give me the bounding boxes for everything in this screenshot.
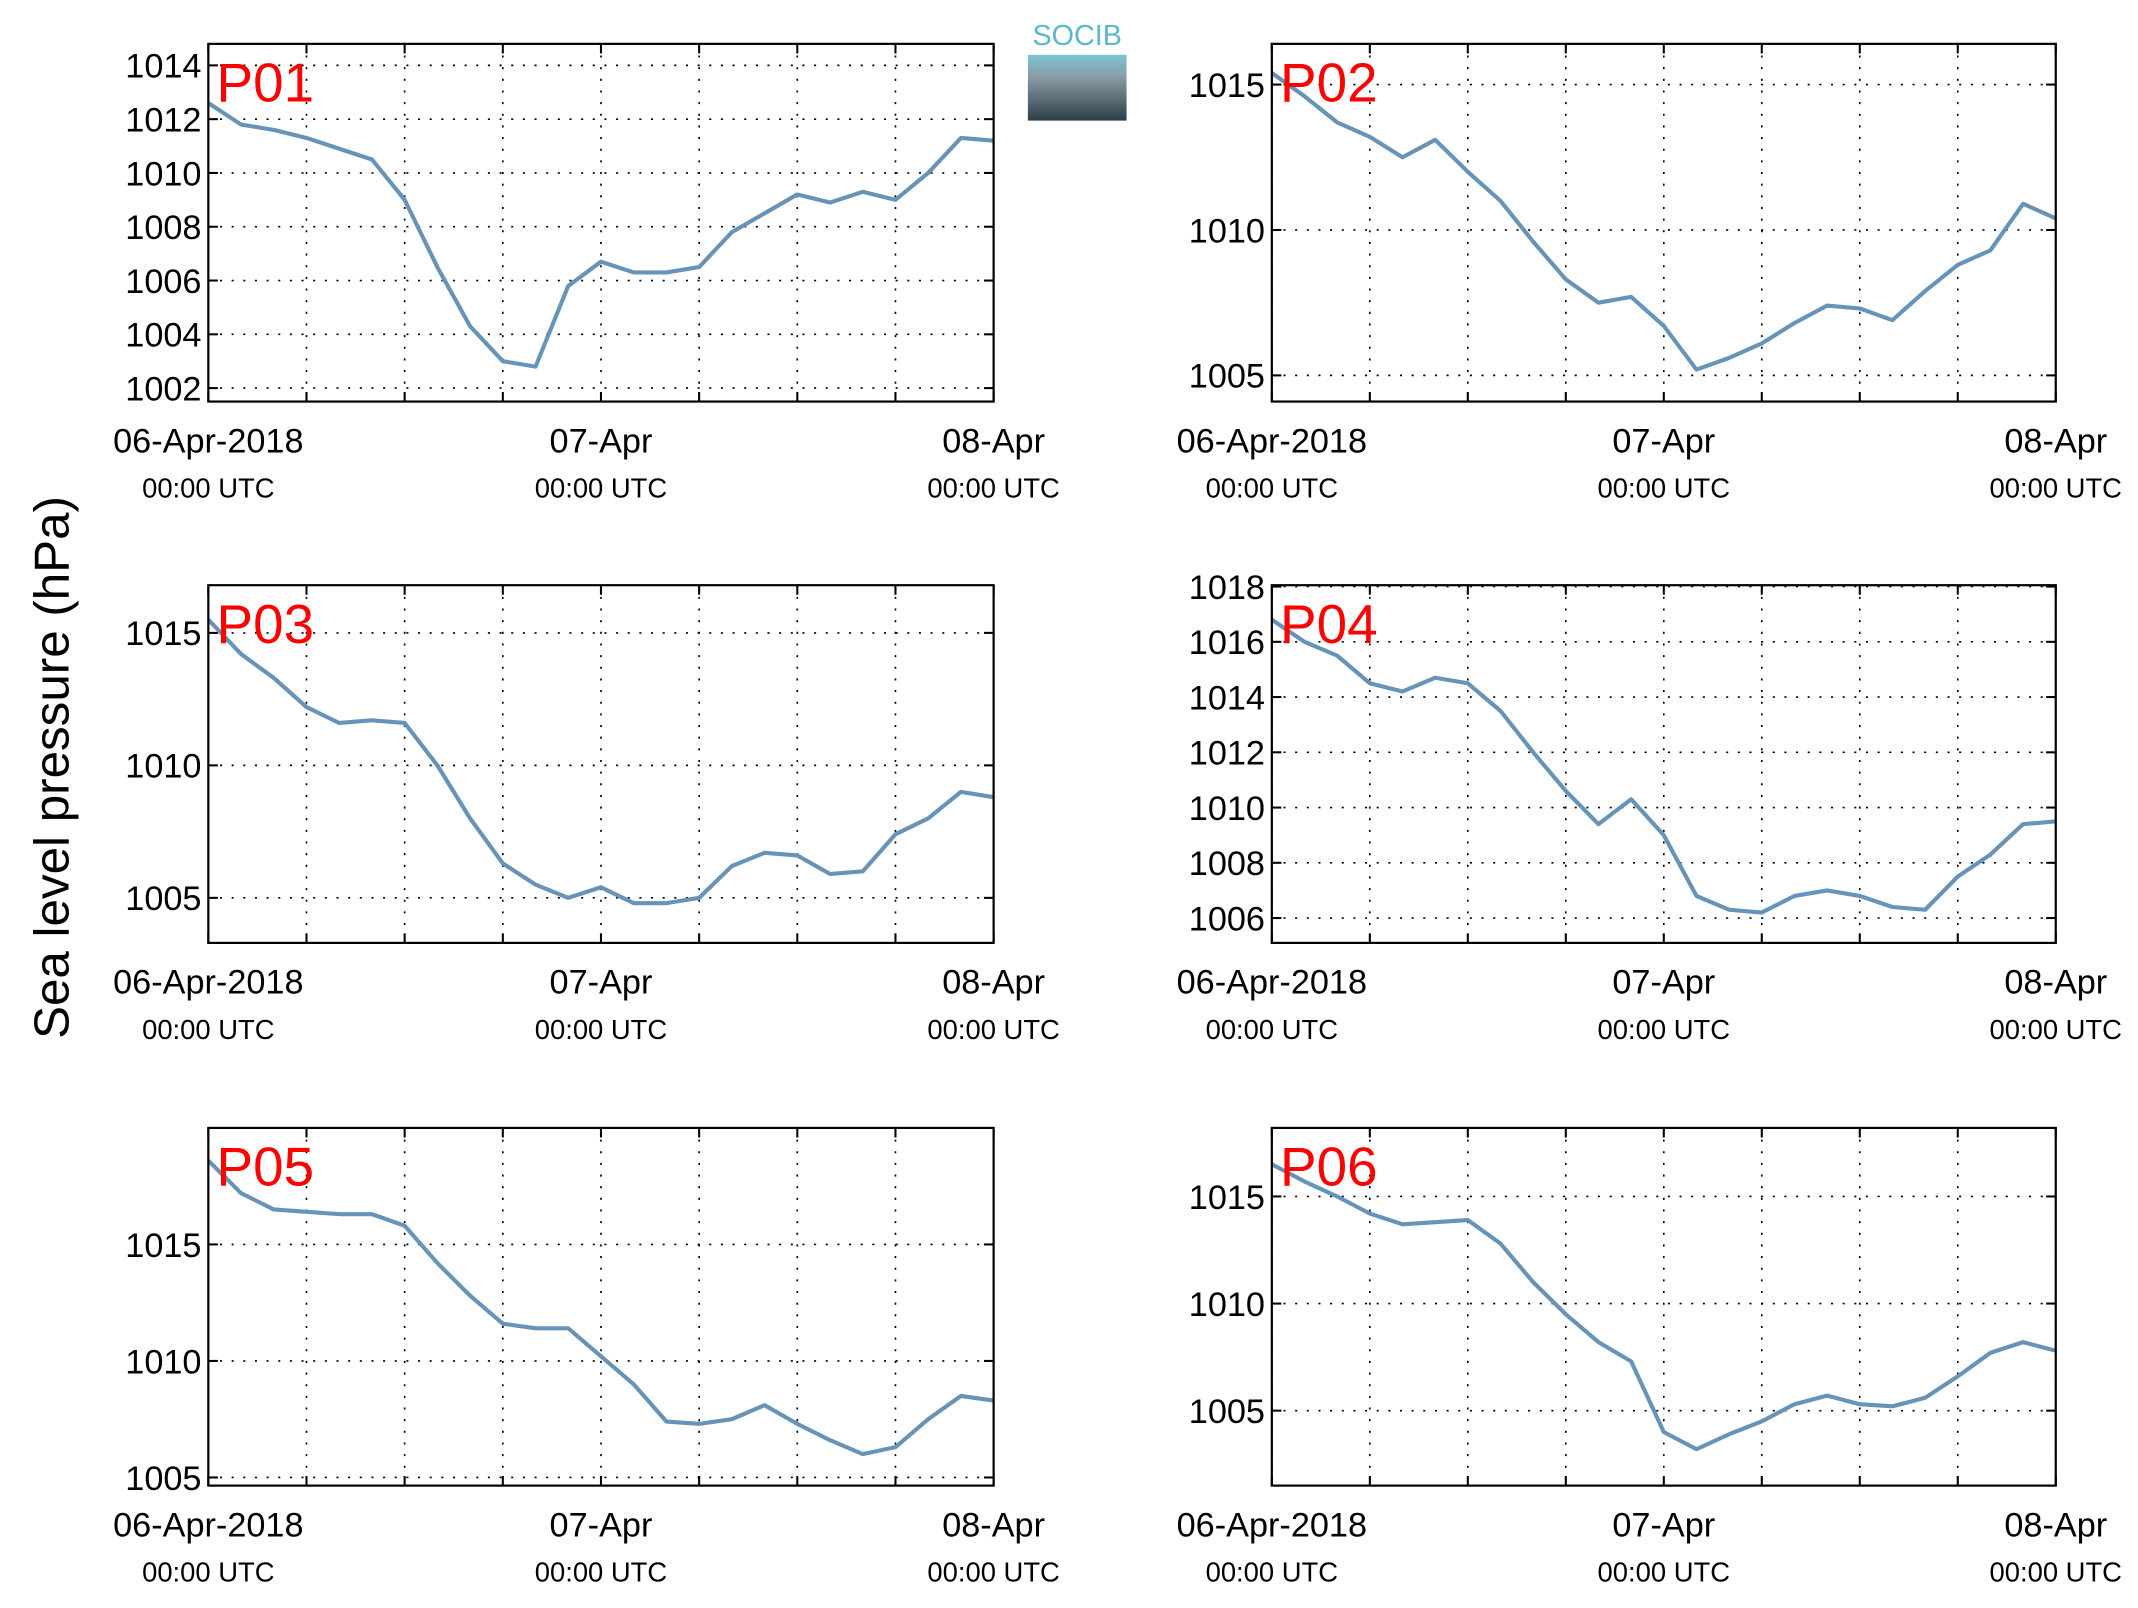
- panel-label: P04: [1280, 593, 1378, 655]
- y-tick-label: 1005: [125, 1460, 201, 1498]
- y-tick-label: 1016: [1189, 624, 1265, 662]
- x-tick-sublabel: 00:00 UTC: [1990, 1557, 2122, 1588]
- x-tick-label: 08-Apr: [942, 964, 1045, 1002]
- x-tick-label: 06-Apr-2018: [113, 1506, 303, 1544]
- x-tick-sublabel: 00:00 UTC: [927, 472, 1059, 503]
- y-tick-label: 1018: [1189, 569, 1265, 607]
- x-tick-sublabel: 00:00 UTC: [1598, 1014, 1730, 1045]
- plot-frame: [207, 1126, 995, 1487]
- panel-label: P03: [217, 593, 315, 655]
- y-tick-label: 1006: [125, 263, 201, 301]
- panel-label: P06: [1280, 1135, 1378, 1197]
- y-tick-label: 1014: [125, 48, 201, 86]
- y-tick-label: 1004: [125, 317, 201, 355]
- y-tick-label: 1010: [125, 1343, 201, 1381]
- x-tick-label: 07-Apr: [550, 964, 653, 1002]
- x-tick-label: 08-Apr: [2004, 964, 2107, 1002]
- y-tick-label: 1008: [125, 209, 201, 247]
- y-tick-label: 1010: [125, 748, 201, 786]
- x-tick-sublabel: 00:00 UTC: [927, 1014, 1059, 1045]
- x-tick-label: 08-Apr: [942, 1506, 1045, 1544]
- x-tick-sublabel: 00:00 UTC: [927, 1557, 1059, 1588]
- x-tick-label: 06-Apr-2018: [1177, 422, 1367, 460]
- panel-label: P05: [217, 1135, 315, 1197]
- x-tick-label: 07-Apr: [1612, 1506, 1715, 1544]
- y-tick-label: 1012: [125, 101, 201, 139]
- x-tick-label: 07-Apr: [1612, 422, 1715, 460]
- x-tick-label: 06-Apr-2018: [1177, 1506, 1367, 1544]
- logo-text: SOCIB: [1032, 20, 1122, 52]
- x-tick-label: 07-Apr: [550, 422, 653, 460]
- x-tick-sublabel: 00:00 UTC: [142, 1014, 274, 1045]
- y-tick-label: 1008: [1189, 845, 1265, 883]
- data-line: [207, 101, 994, 369]
- plot-frame: [1270, 1126, 2057, 1487]
- data-line: [1270, 618, 2056, 915]
- x-tick-label: 06-Apr-2018: [1177, 964, 1367, 1002]
- y-tick-label: 1015: [1189, 67, 1265, 105]
- x-tick-label: 07-Apr: [1612, 964, 1715, 1002]
- y-tick-label: 1006: [1189, 900, 1265, 938]
- y-tick-label: 1005: [1189, 358, 1265, 396]
- x-tick-label: 06-Apr-2018: [113, 964, 303, 1002]
- x-tick-sublabel: 00:00 UTC: [1206, 1014, 1338, 1045]
- y-tick-label: 1012: [1189, 735, 1265, 773]
- x-tick-sublabel: 00:00 UTC: [535, 1014, 667, 1045]
- panel-label: P01: [217, 51, 315, 113]
- y-tick-label: 1010: [1189, 212, 1265, 250]
- y-tick-label: 1010: [125, 155, 201, 193]
- y-tick-label: 1015: [125, 615, 201, 653]
- x-tick-sublabel: 00:00 UTC: [142, 1557, 274, 1588]
- y-tick-label: 1015: [125, 1227, 201, 1265]
- x-tick-sublabel: 00:00 UTC: [535, 1557, 667, 1588]
- x-tick-label: 06-Apr-2018: [113, 422, 303, 460]
- x-tick-sublabel: 00:00 UTC: [142, 472, 274, 503]
- data-line: [1270, 71, 2057, 372]
- data-line: [206, 1159, 994, 1457]
- y-axis-label: Sea level pressure (hPa): [25, 496, 80, 1039]
- logo-mark: [1027, 54, 1127, 121]
- x-tick-label: 08-Apr: [2004, 1506, 2107, 1544]
- y-tick-label: 1014: [1189, 679, 1265, 717]
- x-tick-sublabel: 00:00 UTC: [1206, 472, 1338, 503]
- x-tick-sublabel: 00:00 UTC: [535, 472, 667, 503]
- y-tick-label: 1010: [1189, 1286, 1265, 1324]
- x-tick-label: 08-Apr: [942, 422, 1045, 460]
- x-tick-sublabel: 00:00 UTC: [1598, 472, 1730, 503]
- plot-frame: [207, 584, 995, 944]
- x-tick-label: 07-Apr: [550, 1506, 653, 1544]
- x-tick-sublabel: 00:00 UTC: [1990, 472, 2122, 503]
- x-tick-sublabel: 00:00 UTC: [1598, 1557, 1730, 1588]
- y-tick-label: 1005: [125, 880, 201, 918]
- y-tick-label: 1010: [1189, 790, 1265, 828]
- data-line: [206, 618, 994, 906]
- plot-frame: [207, 42, 995, 403]
- plot-frame: [1270, 584, 2057, 944]
- y-tick-label: 1015: [1189, 1179, 1265, 1217]
- panel-label: P02: [1280, 51, 1378, 113]
- x-tick-sublabel: 00:00 UTC: [1206, 1557, 1338, 1588]
- y-tick-label: 1005: [1189, 1393, 1265, 1431]
- y-tick-label: 1002: [125, 370, 201, 408]
- plot-frame: [1270, 42, 2057, 403]
- x-tick-label: 08-Apr: [2004, 422, 2107, 460]
- x-tick-sublabel: 00:00 UTC: [1990, 1014, 2122, 1045]
- data-line: [1270, 1162, 2057, 1452]
